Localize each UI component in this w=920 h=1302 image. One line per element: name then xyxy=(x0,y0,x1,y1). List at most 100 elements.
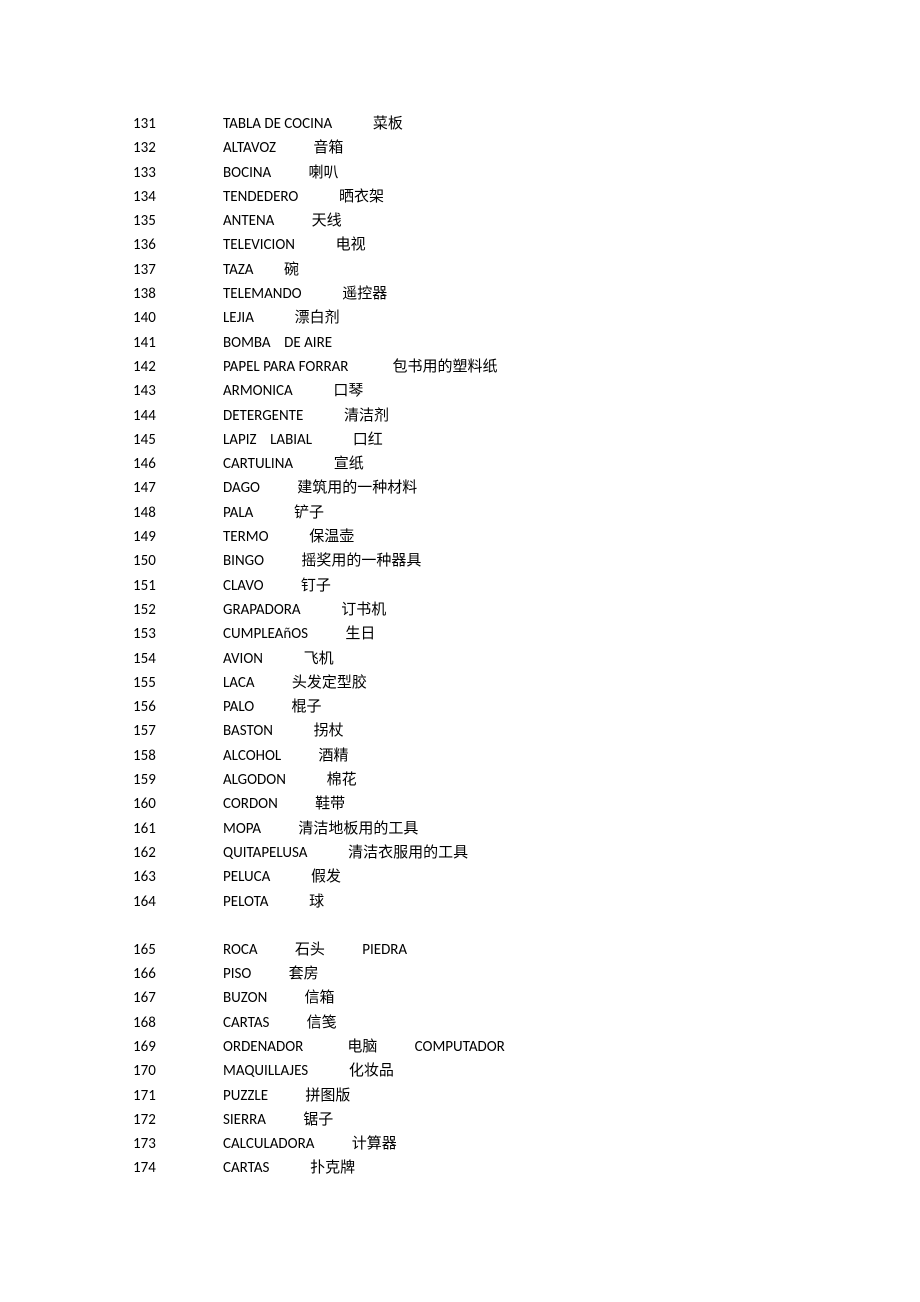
table-row: 162QUITAPELUSA 清洁衣服用的工具 xyxy=(133,841,860,865)
row-content: PELUCA 假发 xyxy=(223,865,860,889)
row-content: SIERRA 锯子 xyxy=(223,1108,860,1132)
table-row: 153CUMPLEAñOS 生日 xyxy=(133,622,860,646)
row-content: ALTAVOZ 音箱 xyxy=(223,136,860,160)
table-row: 158ALCOHOL 酒精 xyxy=(133,744,860,768)
row-number: 149 xyxy=(133,525,223,549)
row-number: 133 xyxy=(133,161,223,185)
table-row: 149TERMO 保温壶 xyxy=(133,525,860,549)
row-content: QUITAPELUSA 清洁衣服用的工具 xyxy=(223,841,860,865)
row-number: 169 xyxy=(133,1035,223,1059)
row-content: PALO 棍子 xyxy=(223,695,860,719)
table-row: 167BUZON 信箱 xyxy=(133,986,860,1010)
row-number: 154 xyxy=(133,647,223,671)
row-content: GRAPADORA 订书机 xyxy=(223,598,860,622)
table-row: 156PALO 棍子 xyxy=(133,695,860,719)
row-content: CORDON 鞋带 xyxy=(223,792,860,816)
row-content: BUZON 信箱 xyxy=(223,986,860,1010)
row-content: TELEMANDO 遥控器 xyxy=(223,282,860,306)
row-number: 165 xyxy=(133,938,223,962)
row-content: PALA 铲子 xyxy=(223,501,860,525)
table-row: 171PUZZLE 拼图版 xyxy=(133,1084,860,1108)
row-content: PUZZLE 拼图版 xyxy=(223,1084,860,1108)
row-number: 132 xyxy=(133,136,223,160)
row-content: LAPIZ LABIAL 口红 xyxy=(223,428,860,452)
row-number: 168 xyxy=(133,1011,223,1035)
row-content: BASTON 拐杖 xyxy=(223,719,860,743)
row-content: DAGO 建筑用的一种材料 xyxy=(223,476,860,500)
row-number: 153 xyxy=(133,622,223,646)
row-number: 147 xyxy=(133,476,223,500)
table-row: 136TELEVICION 电视 xyxy=(133,233,860,257)
row-number: 155 xyxy=(133,671,223,695)
row-number: 156 xyxy=(133,695,223,719)
row-content: CLAVO 钉子 xyxy=(223,574,860,598)
row-content: CARTAS 扑克牌 xyxy=(223,1156,860,1180)
row-content: ANTENA 天线 xyxy=(223,209,860,233)
table-row: 173CALCULADORA 计算器 xyxy=(133,1132,860,1156)
row-content: ALGODON 棉花 xyxy=(223,768,860,792)
row-number: 162 xyxy=(133,841,223,865)
table-row: 135ANTENA 天线 xyxy=(133,209,860,233)
row-number: 145 xyxy=(133,428,223,452)
row-content: TABLA DE COCINA 菜板 xyxy=(223,112,860,136)
table-row: 165ROCA 石头 PIEDRA xyxy=(133,938,860,962)
table-row: 163PELUCA 假发 xyxy=(133,865,860,889)
table-row: 131TABLA DE COCINA 菜板 xyxy=(133,112,860,136)
table-row: 140LEJIA 漂白剂 xyxy=(133,306,860,330)
row-content: TERMO 保温壶 xyxy=(223,525,860,549)
row-number: 142 xyxy=(133,355,223,379)
table-row: 132ALTAVOZ 音箱 xyxy=(133,136,860,160)
row-content: CALCULADORA 计算器 xyxy=(223,1132,860,1156)
table-row: 166PISO 套房 xyxy=(133,962,860,986)
row-number: 151 xyxy=(133,574,223,598)
row-content: BINGO 摇奖用的一种器具 xyxy=(223,549,860,573)
spacer-row xyxy=(133,914,860,938)
table-row: 168CARTAS 信笺 xyxy=(133,1011,860,1035)
row-content: LACA 头发定型胶 xyxy=(223,671,860,695)
table-row: 142PAPEL PARA FORRAR 包书用的塑料纸 xyxy=(133,355,860,379)
row-content: BOMBA DE AIRE xyxy=(223,331,860,355)
row-number: 160 xyxy=(133,792,223,816)
row-number: 136 xyxy=(133,233,223,257)
table-row: 150BINGO 摇奖用的一种器具 xyxy=(133,549,860,573)
vocabulary-table: 131TABLA DE COCINA 菜板132ALTAVOZ 音箱133BOC… xyxy=(133,112,860,1181)
row-content: ARMONICA 口琴 xyxy=(223,379,860,403)
row-content: TENDEDERO 晒衣架 xyxy=(223,185,860,209)
row-number: 138 xyxy=(133,282,223,306)
table-row: 133BOCINA 喇叭 xyxy=(133,161,860,185)
row-content: MAQUILLAJES 化妆品 xyxy=(223,1059,860,1083)
row-number: 152 xyxy=(133,598,223,622)
row-number: 163 xyxy=(133,865,223,889)
table-row: 157BASTON 拐杖 xyxy=(133,719,860,743)
row-content: PAPEL PARA FORRAR 包书用的塑料纸 xyxy=(223,355,860,379)
row-number: 172 xyxy=(133,1108,223,1132)
table-row: 137TAZA 碗 xyxy=(133,258,860,282)
table-row: 170MAQUILLAJES 化妆品 xyxy=(133,1059,860,1083)
table-row: 161MOPA 清洁地板用的工具 xyxy=(133,817,860,841)
row-content: ROCA 石头 PIEDRA xyxy=(223,938,860,962)
row-number: 161 xyxy=(133,817,223,841)
row-content: TELEVICION 电视 xyxy=(223,233,860,257)
row-content: PISO 套房 xyxy=(223,962,860,986)
table-row: 174CARTAS 扑克牌 xyxy=(133,1156,860,1180)
row-number: 170 xyxy=(133,1059,223,1083)
row-number: 137 xyxy=(133,258,223,282)
table-row: 146CARTULINA 宣纸 xyxy=(133,452,860,476)
row-content: LEJIA 漂白剂 xyxy=(223,306,860,330)
table-row: 138TELEMANDO 遥控器 xyxy=(133,282,860,306)
table-row: 141BOMBA DE AIRE xyxy=(133,331,860,355)
table-row: 152GRAPADORA 订书机 xyxy=(133,598,860,622)
table-row: 154AVION 飞机 xyxy=(133,647,860,671)
table-row: 144DETERGENTE 清洁剂 xyxy=(133,404,860,428)
table-row: 160CORDON 鞋带 xyxy=(133,792,860,816)
table-row: 143ARMONICA 口琴 xyxy=(133,379,860,403)
row-number: 148 xyxy=(133,501,223,525)
row-number: 158 xyxy=(133,744,223,768)
table-row: 172SIERRA 锯子 xyxy=(133,1108,860,1132)
row-content: CARTULINA 宣纸 xyxy=(223,452,860,476)
row-number: 159 xyxy=(133,768,223,792)
row-content: ALCOHOL 酒精 xyxy=(223,744,860,768)
row-number: 166 xyxy=(133,962,223,986)
row-content: BOCINA 喇叭 xyxy=(223,161,860,185)
row-number: 171 xyxy=(133,1084,223,1108)
